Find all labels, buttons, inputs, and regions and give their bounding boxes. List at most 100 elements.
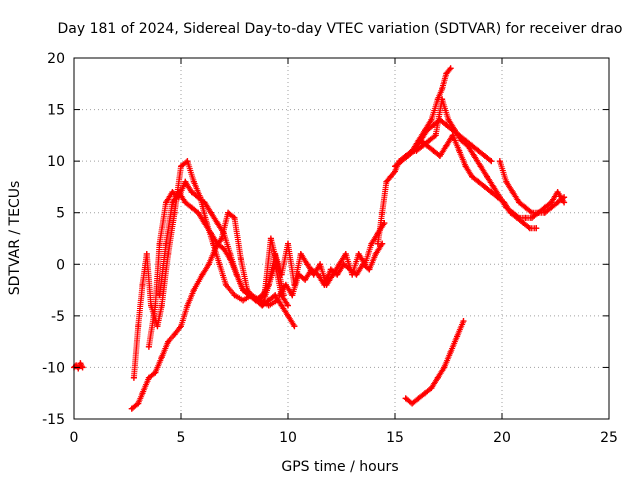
data-point — [528, 214, 535, 221]
data-point — [77, 360, 84, 367]
data-point — [554, 199, 561, 206]
data-point — [402, 395, 409, 402]
data-point — [282, 281, 289, 288]
grid-layer — [74, 58, 609, 419]
data-point — [447, 65, 454, 72]
y-tick-label: -5 — [51, 309, 65, 325]
data-point — [383, 178, 390, 185]
data-point — [520, 220, 527, 227]
data-point — [214, 220, 221, 227]
y-tick-label: 15 — [47, 103, 65, 119]
data-point — [526, 225, 533, 232]
data-point — [541, 204, 548, 211]
data-point — [285, 240, 291, 247]
data-point — [145, 343, 152, 350]
data-point — [484, 173, 491, 180]
data-point — [368, 240, 375, 247]
data-point — [201, 220, 208, 227]
data-point — [265, 302, 272, 309]
data-point — [443, 122, 450, 129]
data-point — [451, 127, 458, 134]
series-arc-6 — [259, 220, 388, 309]
data-point — [278, 302, 285, 309]
data-point — [334, 271, 341, 278]
data-point — [392, 168, 398, 175]
data-point — [139, 390, 146, 397]
data-point — [409, 400, 416, 407]
data-point — [445, 116, 452, 123]
data-point — [513, 214, 520, 221]
data-point — [231, 214, 238, 221]
data-point — [214, 240, 221, 247]
tick-layer: 0 5 10 15 20 25 -15 -10 -5 0 5 10 15 20 — [42, 51, 618, 446]
x-tick-label: 20 — [493, 430, 511, 446]
data-point — [417, 137, 424, 144]
x-tick-label: 5 — [177, 430, 186, 446]
data-point — [541, 209, 548, 216]
data-point — [475, 178, 482, 185]
chart-title: Day 181 of 2024, Sidereal Day-to-day VTE… — [57, 21, 622, 37]
data-point — [449, 132, 456, 139]
data-point — [317, 261, 324, 268]
data-point — [295, 271, 302, 278]
data-point — [430, 122, 437, 129]
y-tick-label: 20 — [47, 51, 65, 67]
data-point — [178, 323, 184, 330]
data-point — [443, 70, 450, 77]
x-axis-title: GPS time / hours — [281, 459, 398, 475]
data-point — [252, 297, 259, 304]
series-arc-11 — [417, 132, 540, 232]
data-point — [494, 194, 501, 201]
data-point — [130, 374, 137, 381]
data-point — [163, 199, 170, 206]
y-axis-title: SDTVAR / TECUs — [7, 181, 23, 296]
data-point — [456, 147, 463, 154]
data-point — [353, 271, 360, 278]
data-point — [184, 158, 191, 165]
data-point — [475, 147, 482, 154]
series-arc-5 — [156, 189, 298, 330]
data-point — [522, 214, 529, 221]
data-point — [321, 281, 328, 288]
data-point — [548, 199, 555, 206]
data-point — [152, 302, 159, 309]
data-point — [447, 348, 454, 355]
data-point — [207, 209, 214, 216]
x-tick-label: 10 — [279, 430, 297, 446]
data-point — [171, 331, 178, 338]
data-point — [178, 163, 184, 170]
x-tick-label: 0 — [70, 430, 79, 446]
data-point — [516, 199, 523, 206]
data-point — [424, 127, 431, 134]
data-point — [340, 261, 347, 268]
data-point — [225, 209, 232, 216]
data-point — [469, 173, 476, 180]
data-point — [302, 276, 309, 283]
data-point — [430, 147, 437, 154]
data-point — [471, 152, 478, 159]
series-arc-10 — [413, 96, 568, 221]
data-point — [188, 204, 195, 211]
data-point — [481, 183, 488, 190]
y-tick-label: 0 — [56, 257, 65, 273]
data-point — [135, 323, 142, 330]
data-point — [554, 189, 561, 196]
data-point — [75, 365, 82, 372]
data-point — [522, 204, 529, 211]
data-point — [156, 292, 163, 299]
series-arc-7 — [276, 240, 386, 299]
data-point — [359, 261, 366, 268]
data-point — [240, 297, 247, 304]
data-point — [289, 292, 296, 299]
series-arc-12 — [496, 158, 568, 216]
data-point — [265, 281, 272, 288]
data-point — [205, 261, 212, 268]
data-point — [220, 245, 227, 252]
data-point — [182, 178, 189, 185]
y-tick-label: -15 — [42, 412, 65, 428]
data-point — [182, 199, 189, 206]
data-point — [458, 137, 465, 144]
series-arc-13 — [402, 318, 467, 407]
data-point — [501, 199, 508, 206]
